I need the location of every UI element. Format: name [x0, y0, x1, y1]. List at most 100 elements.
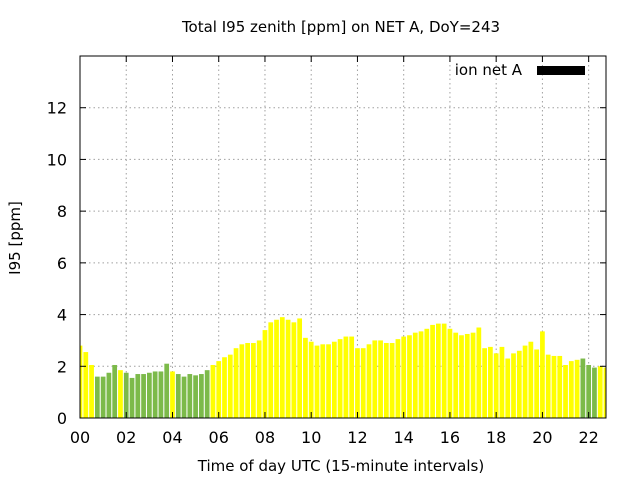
bar	[297, 318, 303, 418]
x-tick-label: 00	[70, 428, 90, 447]
bar	[170, 371, 175, 418]
bar	[187, 374, 193, 418]
bars	[80, 317, 606, 418]
bar	[372, 340, 378, 418]
bar	[505, 358, 511, 418]
bar	[193, 375, 198, 418]
x-axis-title: Time of day UTC (15-minute intervals)	[197, 457, 484, 475]
legend-label: ion net A	[455, 61, 523, 79]
bar	[83, 352, 89, 418]
plot-frame	[79, 55, 607, 419]
bar	[245, 343, 250, 418]
y-tick-label: 12	[47, 99, 67, 118]
bar	[493, 353, 499, 418]
y-tick-label: 0	[57, 409, 67, 428]
bar	[545, 354, 551, 418]
bar	[100, 376, 106, 418]
x-tick-label: 10	[301, 428, 321, 447]
bar	[586, 364, 592, 418]
bar	[204, 370, 210, 418]
bar	[453, 332, 459, 418]
x-tick-label: 18	[486, 428, 506, 447]
bar	[441, 323, 447, 418]
bar	[89, 364, 94, 418]
bar	[511, 353, 516, 418]
bar	[262, 330, 268, 418]
bar	[320, 344, 326, 418]
bar	[389, 343, 395, 418]
y-tick-label: 6	[57, 254, 67, 273]
bar	[464, 333, 470, 418]
bar	[447, 328, 453, 418]
bar	[268, 322, 274, 418]
bar	[181, 376, 187, 418]
x-tick-label: 16	[440, 428, 460, 447]
bar	[528, 341, 534, 418]
bar	[129, 377, 135, 418]
x-tick-label: 20	[532, 428, 552, 447]
y-tick-label: 10	[47, 150, 67, 169]
bar	[482, 348, 487, 418]
y-tick-label: 8	[57, 202, 67, 221]
bar	[210, 364, 216, 418]
bar	[574, 359, 580, 418]
bar	[534, 349, 540, 418]
bar	[239, 344, 245, 418]
bar	[274, 319, 279, 418]
bar	[343, 336, 349, 418]
bar	[580, 358, 586, 418]
bar	[516, 350, 522, 418]
bar	[337, 339, 343, 418]
x-tick-label: 12	[347, 428, 367, 447]
bar	[164, 363, 170, 418]
bar	[412, 332, 418, 418]
x-tick-label: 22	[578, 428, 598, 447]
bar	[112, 364, 118, 418]
bar	[314, 345, 320, 418]
bar	[355, 348, 360, 418]
bar	[418, 331, 424, 418]
x-tick-label: 04	[162, 428, 182, 447]
y-tick-label: 2	[57, 357, 67, 376]
bar	[499, 346, 505, 418]
bar	[279, 317, 285, 418]
bar	[158, 371, 164, 418]
bar	[331, 341, 337, 418]
bar	[366, 344, 372, 418]
bar	[597, 366, 603, 418]
bar	[106, 372, 112, 418]
bar	[383, 343, 389, 418]
bar	[470, 332, 476, 418]
bar	[459, 335, 464, 418]
bar	[401, 336, 407, 418]
bar	[199, 374, 204, 418]
bar	[522, 345, 528, 418]
bar	[118, 370, 123, 418]
bar	[326, 344, 331, 418]
bar	[378, 340, 383, 418]
bar	[303, 337, 308, 418]
bar	[540, 331, 545, 418]
legend: ion net A	[455, 61, 585, 79]
bar	[251, 343, 256, 418]
bar	[291, 322, 297, 418]
bar	[135, 374, 141, 418]
bar	[407, 335, 412, 418]
bar	[563, 364, 568, 418]
bar	[592, 367, 597, 418]
x-tick-label: 14	[394, 428, 414, 447]
chart-title: Total I95 zenith [ppm] on NET A, DoY=243	[181, 18, 500, 36]
bar	[94, 376, 100, 418]
bar	[430, 324, 435, 418]
bar	[349, 336, 355, 418]
bar	[436, 323, 441, 418]
bar	[308, 341, 314, 418]
legend-swatch	[537, 66, 585, 75]
bar	[395, 339, 401, 418]
bar	[360, 348, 366, 418]
bar	[551, 355, 557, 418]
bar	[146, 372, 152, 418]
bar	[285, 319, 291, 418]
